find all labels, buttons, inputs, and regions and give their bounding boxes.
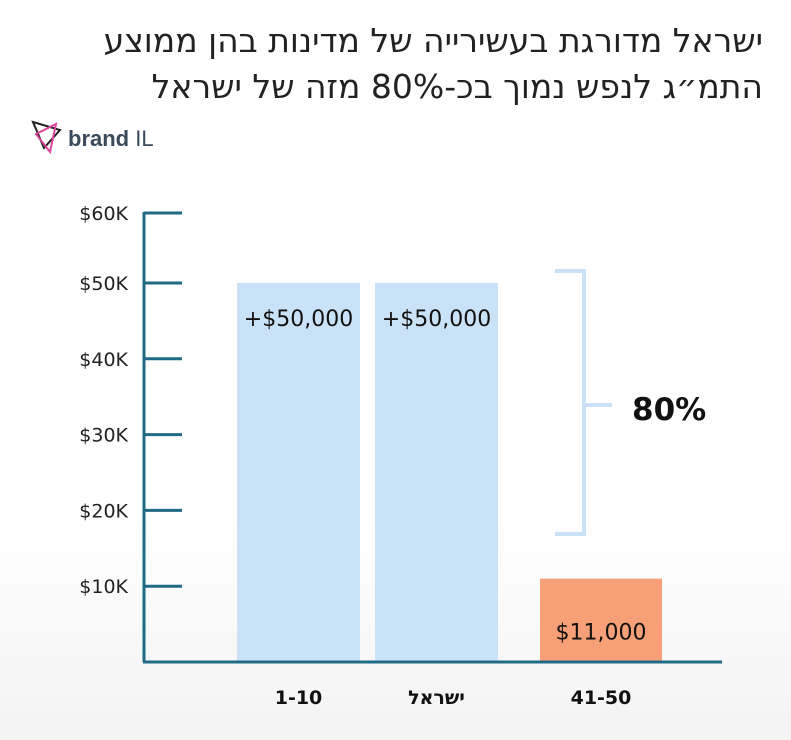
bar <box>237 282 360 662</box>
brace-bracket <box>555 269 586 536</box>
y-tick-label: $10K <box>79 576 128 598</box>
bar-value-label: +$50,000 <box>244 307 353 332</box>
bar-value-label: $11,000 <box>556 621 647 646</box>
y-tick-label: $50K <box>79 273 128 295</box>
y-tick-label: $30K <box>79 425 128 447</box>
brand-logo: brand IL <box>30 118 180 158</box>
chart-title: ישראל מדורגת בעשירייה של מדינות בהן ממוצ… <box>23 18 763 110</box>
bar <box>375 282 498 662</box>
x-tick-label: 41-50 <box>571 687 632 709</box>
y-tick-label: $20K <box>79 500 128 522</box>
logo-suffix: IL <box>135 126 154 151</box>
difference-annotation: 80% <box>632 392 706 428</box>
logo-brand: brand <box>68 126 130 151</box>
title-line-1: ישראל מדורגת בעשירייה של מדינות בהן ממוצ… <box>103 21 763 60</box>
logo-triangle-icon <box>31 120 62 155</box>
x-tick-label: ישראל <box>408 687 465 709</box>
logo-text: brand IL <box>68 126 154 152</box>
y-tick-label: $40K <box>79 349 128 371</box>
bar <box>540 578 662 662</box>
title-line-2: התמ״ג לנפש נמוך בכ-80% מזה של ישראל <box>151 67 763 106</box>
y-tick-label: $60K <box>79 203 128 225</box>
x-tick-label: 1-10 <box>275 687 323 709</box>
bar-value-label: +$50,000 <box>382 307 491 332</box>
